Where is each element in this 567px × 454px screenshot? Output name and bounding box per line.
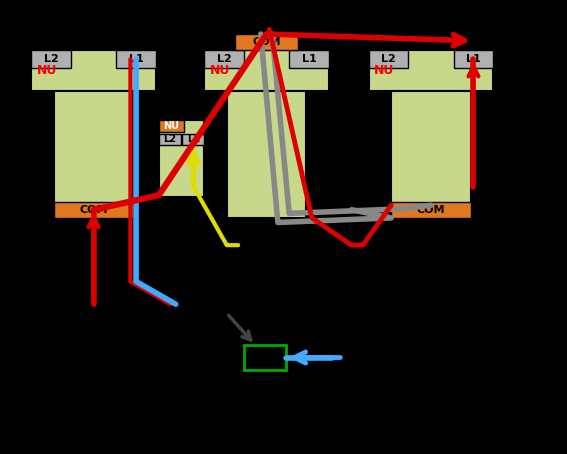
- Bar: [116, 50, 156, 68]
- Bar: [54, 202, 133, 218]
- Bar: [204, 50, 329, 91]
- Bar: [159, 134, 180, 145]
- Text: COM: COM: [79, 205, 108, 215]
- Text: COM: COM: [252, 37, 281, 47]
- Text: L2: L2: [381, 54, 396, 64]
- Bar: [369, 50, 408, 68]
- Bar: [235, 34, 298, 50]
- Text: COM: COM: [417, 205, 445, 215]
- Bar: [183, 134, 204, 145]
- Text: L1: L1: [302, 54, 316, 64]
- Text: L1: L1: [187, 134, 200, 144]
- Text: L2: L2: [163, 134, 176, 144]
- Text: L1: L1: [466, 54, 481, 64]
- Text: L2: L2: [217, 54, 231, 64]
- Bar: [391, 202, 471, 218]
- Bar: [159, 120, 184, 132]
- Text: L1: L1: [129, 54, 143, 64]
- Bar: [31, 50, 156, 91]
- Bar: [54, 91, 133, 218]
- Text: NU: NU: [163, 121, 179, 131]
- Bar: [244, 345, 286, 370]
- Bar: [227, 91, 306, 218]
- Text: L2: L2: [44, 54, 58, 64]
- Bar: [204, 50, 244, 68]
- Text: NU: NU: [37, 64, 57, 77]
- Text: NU: NU: [210, 64, 230, 77]
- Bar: [391, 91, 471, 218]
- Bar: [369, 50, 493, 91]
- Text: NU: NU: [374, 64, 395, 77]
- Bar: [159, 120, 204, 145]
- Bar: [289, 50, 329, 68]
- Bar: [454, 50, 493, 68]
- Bar: [159, 145, 204, 197]
- Bar: [31, 50, 71, 68]
